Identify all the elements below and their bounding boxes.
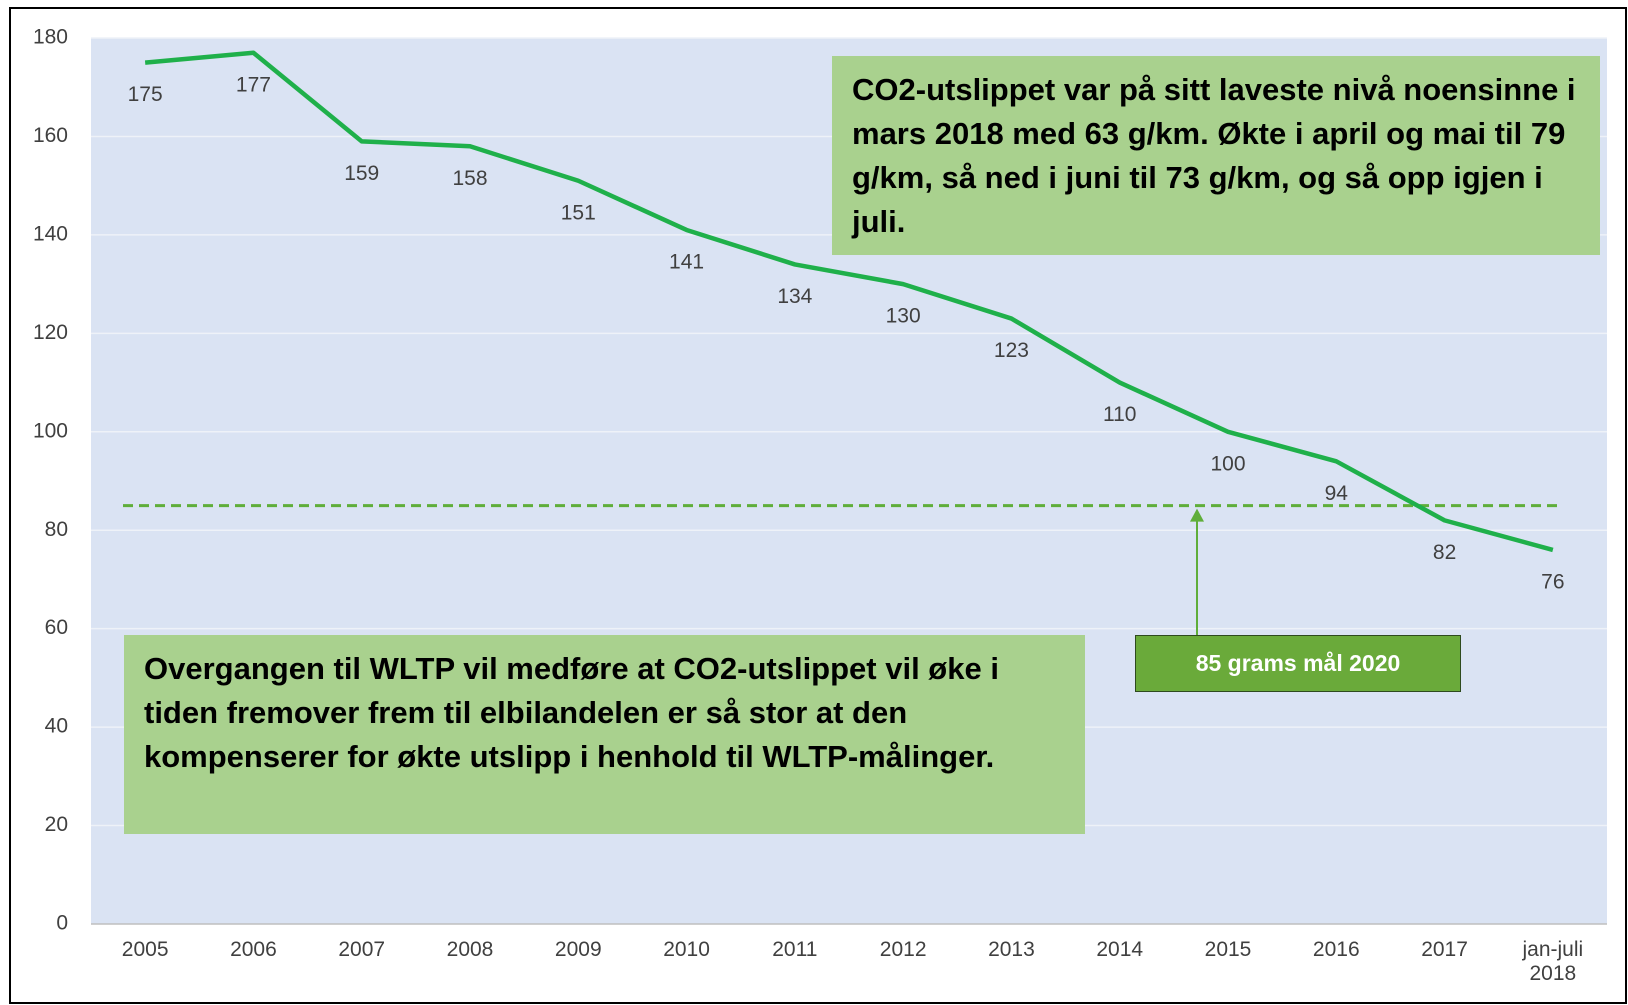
data-label: 141 xyxy=(669,251,704,274)
y-tick-label: 140 xyxy=(33,222,68,245)
x-tick-label: 2015 xyxy=(1204,938,1252,961)
data-label: 159 xyxy=(344,162,379,185)
x-tick-label-box: 2007 xyxy=(338,938,386,961)
x-tick-label: 2017 xyxy=(1421,938,1468,961)
y-tick-label: 120 xyxy=(33,321,68,344)
annotation-box: Overgangen til WLTP vil medføre at CO2-u… xyxy=(124,635,1085,834)
x-tick-label-box: 2014 xyxy=(1096,938,1144,961)
y-tick-label: 100 xyxy=(33,419,68,442)
reference-label: 85 grams mål 2020 xyxy=(1135,635,1461,692)
y-tick-label: 160 xyxy=(33,124,68,147)
data-label: 76 xyxy=(1541,570,1564,593)
data-label: 175 xyxy=(128,83,163,106)
x-tick-label: 2007 xyxy=(338,938,386,961)
data-label: 158 xyxy=(452,167,487,190)
y-tick-label: 40 xyxy=(45,715,68,738)
y-tick-label: 80 xyxy=(45,518,68,541)
x-tick-label: 2009 xyxy=(554,938,602,961)
x-tick-label: 2008 xyxy=(446,938,494,961)
x-tick-label-box: 2017 xyxy=(1421,938,1468,961)
annotation-box: CO2-utslippet var på sitt laveste nivå n… xyxy=(832,56,1600,255)
y-tick-label: 180 xyxy=(33,26,68,49)
y-tick-label: 0 xyxy=(56,912,68,935)
y-tick-label: 20 xyxy=(45,813,68,836)
x-tick-label: jan-juli 2018 xyxy=(1522,938,1584,985)
line xyxy=(144,50,1554,553)
data-label: 177 xyxy=(236,73,271,96)
data-label: 100 xyxy=(1210,452,1245,475)
data-label: 123 xyxy=(994,339,1029,362)
data-label: 82 xyxy=(1433,541,1456,564)
x-tick-label: 2010 xyxy=(663,938,710,961)
x-tick-label-box: 2009 xyxy=(554,938,602,961)
x-tick-label-box: 2013 xyxy=(988,938,1035,961)
data-label: 134 xyxy=(777,285,812,308)
data-label: 94 xyxy=(1325,482,1349,505)
x-tick-label: 2012 xyxy=(879,938,927,961)
x-tick-label-box: 2005 xyxy=(121,938,169,961)
x-tick-label: 2011 xyxy=(772,938,818,961)
x-tick-label: 2014 xyxy=(1096,938,1144,961)
x-tick-label: 2005 xyxy=(121,938,169,961)
data-label: 110 xyxy=(1103,403,1136,426)
x-tick-label-box: 2015 xyxy=(1204,938,1252,961)
x-tick-label-box: 2006 xyxy=(230,938,277,961)
x-tick-label-box: 2010 xyxy=(663,938,710,961)
x-tick-label: 2006 xyxy=(230,938,277,961)
x-tick-label: 2016 xyxy=(1312,938,1360,961)
x-tick-label-box: jan-juli 2018 xyxy=(1522,938,1584,985)
x-tick-label-box: 2012 xyxy=(879,938,927,961)
x-tick-label-box: 2016 xyxy=(1312,938,1360,961)
y-tick-label: 60 xyxy=(45,616,68,639)
data-label: 151 xyxy=(561,201,596,224)
data-label: 130 xyxy=(886,305,921,328)
x-tick-label: 2013 xyxy=(988,938,1035,961)
x-tick-label-box: 2008 xyxy=(446,938,494,961)
x-tick-label-box: 2011 xyxy=(772,938,818,961)
arrow-head xyxy=(1190,508,1204,522)
